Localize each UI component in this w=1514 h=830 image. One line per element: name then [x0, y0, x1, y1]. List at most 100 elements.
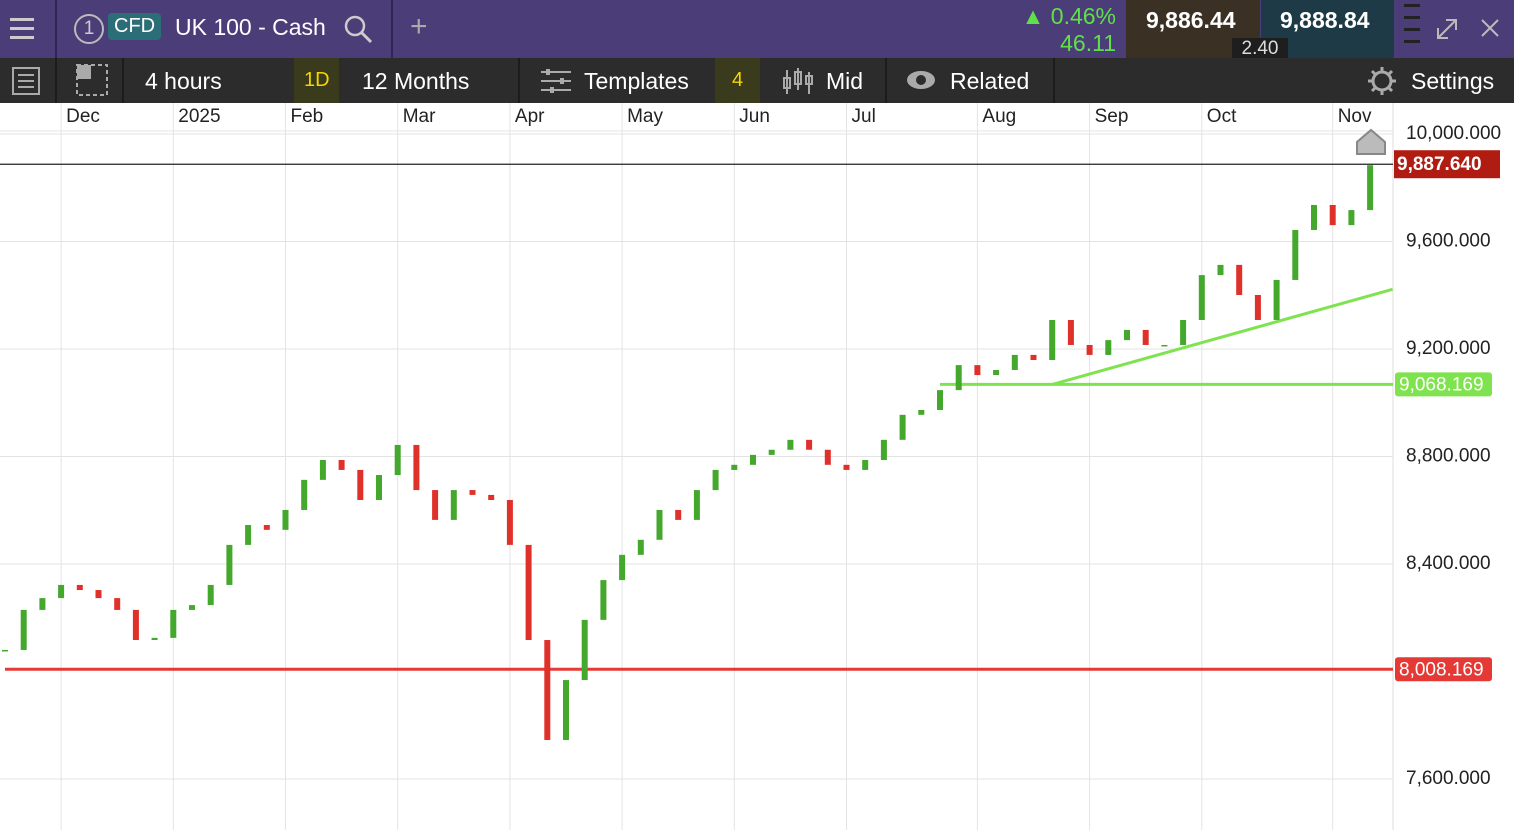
change: 46.11 [1060, 30, 1116, 56]
price-type-icon[interactable] [782, 66, 814, 96]
candle [1367, 165, 1374, 211]
candle [151, 637, 158, 641]
x-tick-label: May [627, 106, 663, 127]
price-type[interactable]: Mid [826, 68, 864, 94]
candle [563, 680, 569, 740]
related-icon[interactable] [906, 70, 936, 90]
x-tick-label: Apr [515, 106, 545, 127]
x-tick-label: Oct [1207, 106, 1237, 127]
candle [20, 609, 27, 650]
toolbar: 4 hours 1D 12 Months Templates 4 Mid Rel… [0, 58, 1514, 103]
candle [544, 640, 551, 740]
range[interactable]: 12 Months [362, 68, 470, 94]
candle [993, 369, 1000, 376]
price-label: 9,887.640 [1397, 154, 1482, 175]
candle [357, 469, 364, 501]
candle [750, 454, 756, 465]
candle [114, 598, 121, 610]
candle [450, 490, 457, 520]
x-tick-label: Mar [403, 106, 436, 127]
candle [1067, 319, 1074, 345]
window-controls[interactable] [1400, 0, 1514, 58]
candle [1329, 204, 1336, 226]
x-tick-label: Aug [982, 106, 1016, 127]
candle [880, 439, 887, 460]
candle [1217, 264, 1224, 276]
templates-icon[interactable] [540, 68, 572, 94]
candle [263, 525, 270, 530]
spread: 2.40 [1232, 38, 1288, 60]
market-type: CFD [108, 13, 162, 40]
y-tick-label: 9,200.000 [1406, 338, 1491, 359]
settings-icon[interactable] [1367, 66, 1397, 96]
candle [1348, 210, 1355, 226]
candle [1292, 229, 1299, 280]
candle [95, 590, 102, 599]
y-tick-label: 9,600.000 [1406, 231, 1491, 252]
candle [899, 414, 906, 440]
x-tick-label: Jun [739, 106, 770, 127]
menu-icon[interactable] [10, 16, 36, 42]
candle [581, 619, 588, 681]
candle [768, 449, 775, 455]
candle [469, 490, 476, 495]
candle [1011, 354, 1018, 370]
candle [338, 459, 345, 470]
level-label: 8,008.169 [1399, 659, 1484, 680]
candle [1180, 319, 1187, 345]
candle [1236, 264, 1243, 295]
candle [1142, 329, 1149, 345]
candle [656, 509, 663, 540]
add-tab[interactable]: + [410, 10, 428, 43]
candle [1198, 275, 1205, 320]
trendline [1051, 287, 1393, 386]
related[interactable]: Related [950, 68, 1030, 94]
candle [245, 525, 252, 545]
interval-short[interactable]: 1D [304, 69, 330, 91]
candle [1311, 204, 1317, 230]
interval[interactable]: 4 hours [145, 68, 222, 94]
candle [301, 479, 308, 510]
buy-price[interactable]: 9,888.84 [1280, 7, 1370, 33]
candle [1049, 319, 1056, 361]
candle [693, 490, 700, 520]
top-bar: 1 CFD UK 100 - Cash + ▲ 0.46% 46.11 9,88… [0, 0, 1514, 60]
settings[interactable]: Settings [1411, 68, 1495, 94]
candle [282, 509, 289, 530]
candle [525, 544, 532, 641]
candle [376, 475, 382, 501]
change-pct: ▲ 0.46% [1021, 3, 1116, 29]
list-icon[interactable] [12, 67, 40, 95]
candle [843, 464, 850, 470]
templates-count: 4 [732, 69, 744, 91]
level-label-bg [1395, 657, 1492, 682]
candle [712, 469, 719, 491]
candle [1124, 329, 1130, 341]
candle [637, 539, 644, 555]
candle [319, 459, 326, 480]
candle [1105, 340, 1112, 355]
candle [76, 584, 83, 591]
candle [394, 444, 401, 476]
instrument[interactable]: UK 100 - Cash [175, 14, 326, 40]
badge: 1 [74, 14, 104, 44]
candle [787, 439, 794, 450]
candle [955, 365, 962, 391]
candle [600, 580, 607, 620]
candle [675, 509, 682, 520]
y-tick-label: 8,800.000 [1406, 446, 1491, 467]
candle [1086, 344, 1093, 355]
layout-icon[interactable] [76, 64, 108, 96]
level-label: 9,068.169 [1399, 374, 1484, 395]
home-icon [1356, 128, 1386, 155]
candle [1273, 279, 1280, 320]
search-icon[interactable] [343, 14, 373, 44]
x-tick-label: Jul [852, 106, 876, 127]
grid [0, 103, 1393, 830]
y-tick-label: 7,600.000 [1406, 768, 1491, 789]
templates[interactable]: Templates [584, 68, 689, 94]
candle [619, 554, 626, 581]
sell-price[interactable]: 9,886.44 [1146, 7, 1236, 33]
x-tick-label: 2025 [178, 106, 220, 127]
